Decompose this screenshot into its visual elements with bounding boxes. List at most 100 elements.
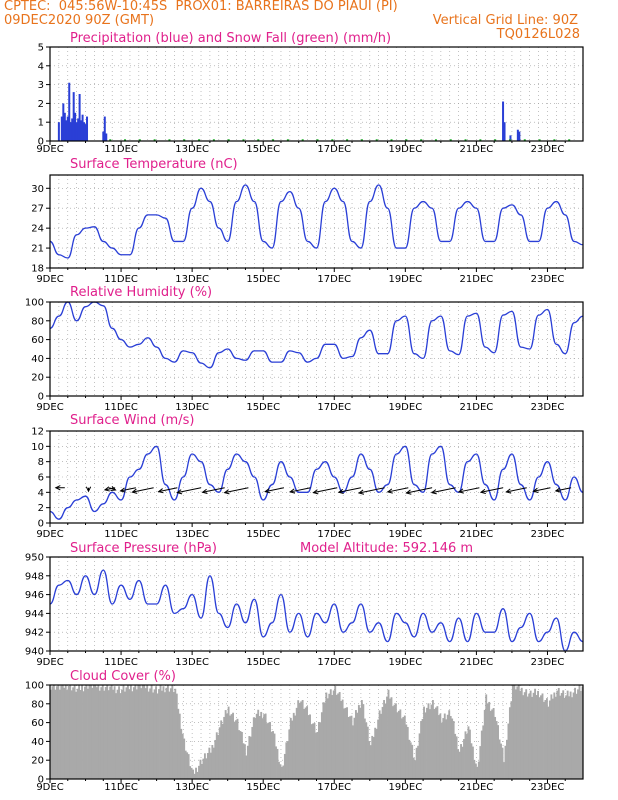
x-tick-label: 19DEC <box>388 274 422 285</box>
cloud-bar <box>378 710 381 779</box>
cloud-bar <box>566 690 569 779</box>
cloud-bar <box>313 722 316 779</box>
cloud-bar <box>366 726 369 779</box>
cloud-bar <box>559 695 562 779</box>
cloud-bar <box>206 752 209 779</box>
cloud-bar <box>577 689 579 779</box>
cloud-bar <box>506 739 508 779</box>
x-tick-label: 11DEC <box>104 657 138 668</box>
cloud-bar <box>399 709 402 779</box>
cloud-bar <box>408 739 411 779</box>
wind-arrow <box>533 487 551 492</box>
cloud-bar <box>240 732 243 779</box>
cloud-bar <box>171 685 174 779</box>
series-line <box>49 301 584 369</box>
cloud-bar <box>220 720 223 779</box>
cloud-bar <box>82 691 85 779</box>
x-tick-label: 21DEC <box>460 529 494 540</box>
cloud-bar <box>137 685 140 779</box>
y-tick-label: 24 <box>31 224 44 235</box>
cloud-bar <box>504 745 507 779</box>
cloud-bar <box>143 685 146 779</box>
cloud-bar <box>471 746 474 779</box>
y-tick-label: 0 <box>38 137 44 148</box>
cloud-bar <box>541 693 544 779</box>
wind-arrow <box>120 487 136 492</box>
cloud-bar <box>149 688 152 779</box>
cloud-bar <box>279 764 282 779</box>
chart-frame <box>49 556 584 652</box>
cloud-bar <box>516 686 519 779</box>
cloud-bar <box>514 689 517 779</box>
x-tick-label: 9DEC <box>36 402 63 413</box>
cloud-bar <box>168 691 171 779</box>
y-tick-label: 27 <box>31 204 44 215</box>
cloud-bar <box>278 761 280 779</box>
cloud-bar <box>394 703 397 779</box>
cloud-bar <box>122 685 125 779</box>
x-tick-label: 15DEC <box>246 144 280 155</box>
cloud-bar <box>390 697 393 779</box>
precip-bar <box>103 116 106 141</box>
cloud-bar <box>201 763 203 779</box>
wind-arrow-head <box>405 489 412 495</box>
cloud-bar <box>186 752 189 779</box>
cloud-bar <box>267 722 270 779</box>
cloud-bar <box>557 687 560 779</box>
y-tick-label: 2 <box>38 503 44 514</box>
y-tick-label: 946 <box>25 590 44 601</box>
wind-arrow-head <box>337 488 344 494</box>
cloud-bar <box>354 710 357 779</box>
x-tick-label: 9DEC <box>36 657 63 668</box>
cloud-bar <box>230 714 233 779</box>
cloud-bar <box>443 713 446 779</box>
cloud-bar <box>295 707 298 779</box>
cloud-bar <box>249 736 252 779</box>
cloud-bar <box>389 698 391 779</box>
x-tick-label: 9DEC <box>36 782 63 793</box>
cloud-bar <box>400 718 403 779</box>
series-line <box>49 184 584 259</box>
cloud-bar <box>301 700 304 779</box>
precip-bar <box>63 112 66 141</box>
cloud-bar <box>545 698 548 779</box>
cloud-bar <box>227 706 230 779</box>
cloud-bar <box>236 718 239 779</box>
cloud-bar <box>60 685 63 779</box>
cloud-bar <box>562 690 565 779</box>
cloud-bar <box>485 694 488 779</box>
cloud-bar <box>255 713 258 779</box>
cloud-bar <box>245 755 248 779</box>
cloud-bar <box>64 685 67 779</box>
x-tick-label: 15DEC <box>246 529 280 540</box>
wind-arrow-head <box>176 489 183 495</box>
cloud-bar <box>118 686 120 779</box>
wind-arrow-head <box>457 488 464 494</box>
cloud-bar <box>70 690 73 779</box>
precip-bar <box>71 118 74 141</box>
precip-bar <box>74 112 77 141</box>
cloud-bar <box>97 685 100 779</box>
cloud-bar <box>304 707 307 779</box>
y-tick-label: 950 <box>25 553 44 564</box>
y-tick-label: 80 <box>31 316 44 327</box>
precip-bar <box>65 120 68 141</box>
cloud-bar <box>363 718 366 779</box>
y-tick-label: 20 <box>31 373 44 384</box>
cloud-bar <box>537 690 539 779</box>
cloud-bar <box>455 736 458 779</box>
cloud-bar <box>73 685 76 779</box>
cloud-bar <box>429 709 431 779</box>
precip-bar <box>68 82 71 141</box>
cloud-bar <box>147 691 150 779</box>
cloud-bar <box>551 698 554 779</box>
cloud-bar <box>107 690 110 779</box>
cloud-bar <box>495 721 498 779</box>
cloud-bar <box>494 716 497 779</box>
cloud-bar <box>359 707 362 779</box>
y-tick-label: 944 <box>25 609 44 620</box>
cloud-bar <box>513 685 516 779</box>
precip-bar <box>72 92 75 141</box>
cloud-bar <box>492 708 495 779</box>
cloud-bar <box>214 739 217 779</box>
